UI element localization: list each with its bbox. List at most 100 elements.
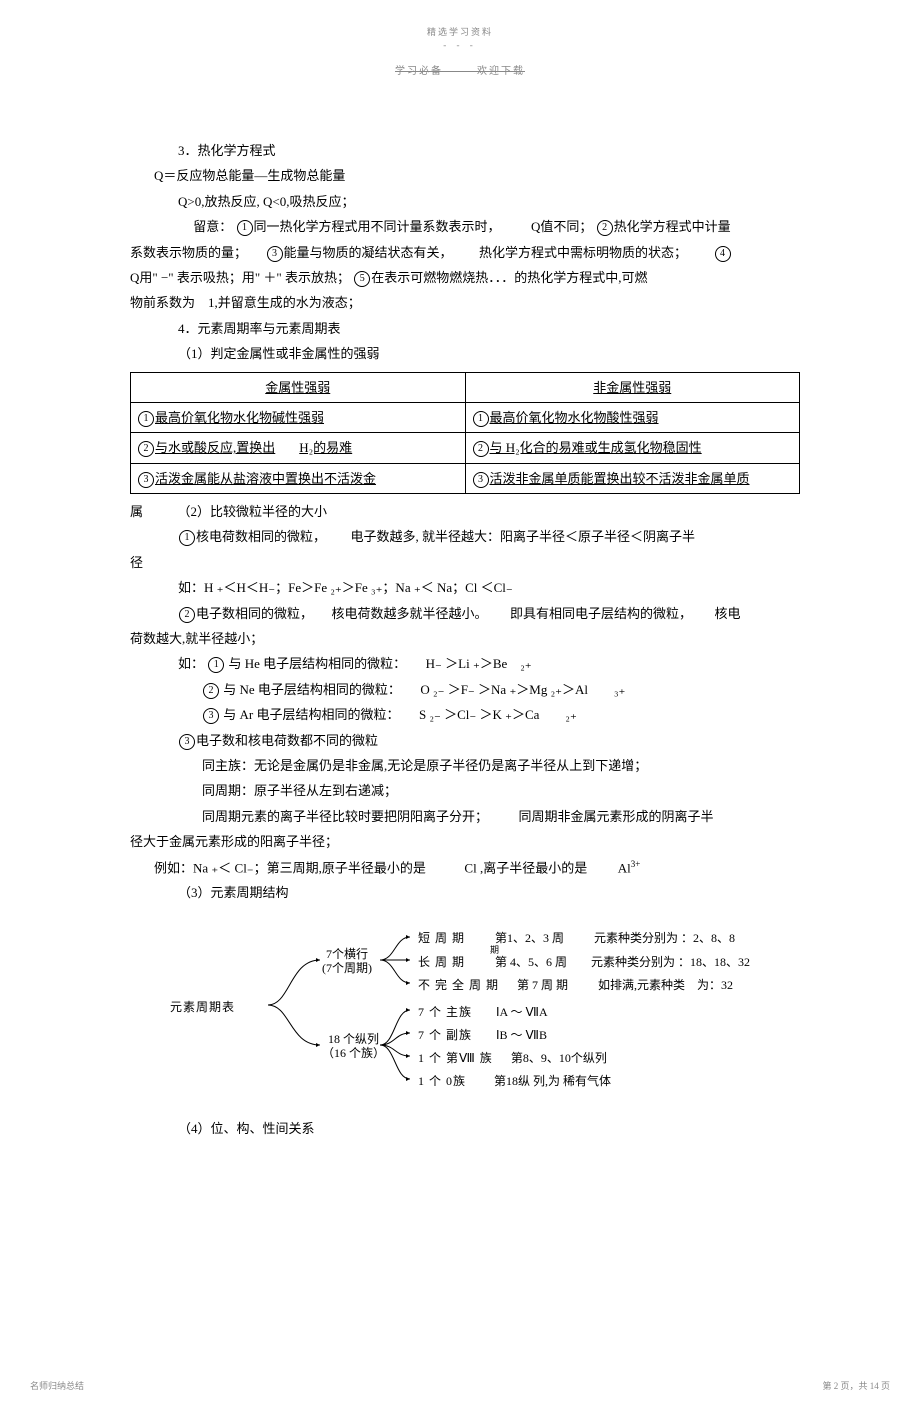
compare-2e: 荷数越大,就半径越小； bbox=[130, 627, 800, 650]
cell-1l: 1最高价氧化物水化物碱性强弱 bbox=[131, 402, 466, 432]
leaf-row: 1 个 第Ⅷ 族 第8、9、10个纵列 bbox=[418, 1048, 607, 1070]
leaf: 元素种类分别为 bbox=[594, 931, 678, 945]
table-header-right: 非金属性强弱 bbox=[465, 372, 800, 402]
leaf-row: 不 完 全 周 期 第 7 周 期 如排满,元素种类 为：32 bbox=[418, 975, 733, 997]
circled-1-icon: 1 bbox=[473, 411, 489, 427]
ex3a: 例如：Na ₊＜ Cl₋；第三周期,原子半径最小的是 bbox=[154, 860, 426, 875]
compare-3: 3电子数和核电荷数都不同的微粒 bbox=[178, 729, 800, 752]
compare-row: 属 （2）比较微粒半径的大小 bbox=[130, 500, 800, 523]
note-line2-b: 热化学方程式中需标明物质的状态； bbox=[479, 245, 687, 260]
cell-2l: 2与水或酸反应,置换出 H₂的易难 bbox=[131, 433, 466, 463]
circled-1-icon: 1 bbox=[237, 220, 253, 236]
header-dashes: - - - bbox=[0, 40, 920, 50]
circled-5-icon: 5 bbox=[354, 271, 370, 287]
circled-3-icon: 3 bbox=[473, 472, 489, 488]
circled-2-icon: 2 bbox=[203, 683, 219, 699]
compare-1: 1核电荷数相同的微粒， 电子数越多, 就半径越大：阳离子半径＜原子半径＜阴离子半 bbox=[178, 525, 800, 548]
compare-1c: 径 bbox=[130, 551, 800, 574]
c2c: 即具有相同电子层结构的微粒， bbox=[510, 606, 692, 621]
c1b: 电子数越多, 就半径越大：阳离子半径＜原子半径＜阴离子半 bbox=[351, 529, 696, 544]
cell-text: 与 H₂化合的易难或生成氢化物稳固性 bbox=[490, 440, 702, 455]
cell-2r: 2与 H₂化合的易难或生成氢化物稳固性 bbox=[465, 433, 800, 463]
circled-1-icon: 1 bbox=[138, 411, 154, 427]
compare-3e: 径大于金属元素形成的阳离子半径； bbox=[130, 830, 800, 853]
leaf: ⅠA ～ ⅦA bbox=[496, 1005, 548, 1019]
note-line-1: 留意： 1同一热化学方程式用不同计量系数表示时， Q值不同； 2热化学方程式中计… bbox=[178, 215, 800, 238]
circled-4-icon: 4 bbox=[715, 246, 731, 262]
compare-prefix: 属 bbox=[130, 504, 143, 519]
formula-q2: Q>0,放热反应, Q<0,吸热反应； bbox=[178, 190, 800, 213]
circled-3-icon: 3 bbox=[267, 246, 283, 262]
circled-2-icon: 2 bbox=[473, 441, 489, 457]
section-4-1: （1）判定金属性或非金属性的强弱 bbox=[178, 342, 800, 365]
leaf: 7 个 主族 bbox=[418, 1005, 472, 1019]
circled-1-icon: 1 bbox=[208, 657, 224, 673]
tree-root: 元素周期表 bbox=[170, 997, 235, 1019]
leaf: ⅠB ～ ⅦB bbox=[496, 1028, 547, 1042]
ex2-2-text: 与 Ne 电子层结构相同的微粒： O ₂₋ ＞F₋ ＞Na ₊＞Mg ₂₊＞Al… bbox=[223, 682, 625, 697]
note5: 在表示可燃物燃烧热．．．的热化学方程式中,可燃 bbox=[371, 270, 647, 285]
compare-3c-row: 同周期元素的离子半径比较时要把阴阳离子分开； 同周期非金属元素形成的阴离子半 bbox=[202, 805, 800, 828]
leaf-row: 7 个 主族 ⅠA ～ ⅦA bbox=[418, 1002, 548, 1024]
compare-2: 2电子数相同的微粒， 核电荷数越多就半径越小。 即具有相同电子层结构的微粒， 核… bbox=[178, 602, 800, 625]
leaf: 不 完 全 周 期 bbox=[418, 978, 499, 992]
main-content: 3．热化学方程式 Q＝反应物总能量—生成物总能量 Q>0,放热反应, Q<0,吸… bbox=[0, 77, 920, 1182]
table-row: 1最高价氧化物水化物碱性强弱 1最高价氧化物水化物酸性强弱 bbox=[131, 402, 800, 432]
section-3-title: 3．热化学方程式 bbox=[178, 139, 800, 162]
leaf: 第1、2、3 周 bbox=[495, 931, 564, 945]
formula-q: Q＝反应物总能量—生成物总能量 bbox=[154, 164, 800, 187]
leaf-row: 长 周 期 第 4、5、6 周 元素种类分别为 ：18、18、32 bbox=[418, 952, 750, 974]
properties-table: 金属性强弱 非金属性强弱 1最高价氧化物水化物碱性强弱 1最高价氧化物水化物酸性… bbox=[130, 372, 800, 495]
cell-text-b: H₂的易难 bbox=[299, 440, 352, 455]
section-4-2: （2）比较微粒半径的大小 bbox=[178, 504, 328, 519]
ex3b: Cl ,离子半径最小的是 bbox=[464, 860, 587, 875]
periodic-tree: 元素周期表 7个横行 (7个周期) 18 个纵列 （16 个族） 短 周 期 第… bbox=[170, 925, 800, 1085]
leaf: 1 个 0族 bbox=[418, 1074, 466, 1088]
cell-text-a: 与水或酸反应,置换出 bbox=[155, 440, 275, 455]
section-4-title: 4．元素周期率与元素周期表 bbox=[178, 317, 800, 340]
page-header: 精选学习资料 - - - 学习必备 - - - 欢迎下载 bbox=[0, 0, 920, 77]
note3: 能量与物质的凝结状态有关， bbox=[284, 245, 453, 260]
leaf: ：18、18、32 bbox=[678, 955, 750, 969]
branch-1-label: 7个横行 bbox=[322, 947, 372, 961]
note-prefix: 留意： bbox=[193, 219, 232, 234]
note-line-4: 物前系数为 1,并留意生成的水为液态； bbox=[130, 291, 800, 314]
leaf: 长 周 期 bbox=[418, 955, 465, 969]
cell-text: 最高价氧化物水化物碱性强弱 bbox=[155, 410, 324, 425]
leaf-row: 7 个 副族 ⅠB ～ ⅦB bbox=[418, 1025, 547, 1047]
ex2-pre: 如： bbox=[178, 656, 204, 671]
cell-text: 最高价氧化物水化物酸性强弱 bbox=[490, 410, 659, 425]
note2: 热化学方程式中计量 bbox=[614, 219, 731, 234]
c2b: 核电荷数越多就半径越小。 bbox=[332, 606, 488, 621]
note1: 同一热化学方程式用不同计量系数表示时， bbox=[254, 219, 501, 234]
circled-2-icon: 2 bbox=[597, 220, 613, 236]
section-4-3: （3）元素周期结构 bbox=[178, 881, 800, 904]
ex3sup: 3+ bbox=[631, 859, 641, 869]
note-line2-a: 系数表示物质的量； bbox=[130, 245, 247, 260]
compare-3a: 同主族：无论是金属仍是非金属,无论是原子半径仍是离子半径从上到下递增； bbox=[202, 754, 800, 777]
circled-2-icon: 2 bbox=[179, 607, 195, 623]
c3d: 同周期非金属元素形成的阴离子半 bbox=[519, 809, 714, 824]
leaf: ：2、8、8 bbox=[681, 931, 735, 945]
header-strike: 学习必备 - - - 欢迎下载 bbox=[0, 62, 920, 77]
example-1: 如：H ₊＜H＜H₋；Fe＞Fe ₂₊＞Fe ₃₊；Na ₊＜ Na；Cl ＜C… bbox=[178, 576, 800, 599]
footer-right: 第 2 页，共 14 页 bbox=[822, 1379, 890, 1392]
ex3c: Al bbox=[618, 860, 631, 875]
section-4-4: （4）位、构、性间关系 bbox=[178, 1117, 800, 1140]
leaf: 短 周 期 bbox=[418, 931, 465, 945]
leaf: 第 7 周 期 bbox=[517, 978, 568, 992]
compare-3b: 同周期：原子半径从左到右递减； bbox=[202, 779, 800, 802]
ex2-3-text: 与 Ar 电子层结构相同的微粒： S ₂₋ ＞Cl₋ ＞K ₊＞Ca ₂₊ bbox=[223, 707, 577, 722]
example-2-pre: 如： 1 与 He 电子层结构相同的微粒： H₋ ＞Li ₊＞Be ₂₊ bbox=[178, 652, 800, 675]
footer-left: 名师归纳总结 bbox=[30, 1379, 84, 1392]
table-row: 2与水或酸反应,置换出H₂的易难 2与 H₂化合的易难或生成氢化物稳固性 bbox=[131, 433, 800, 463]
circled-1-icon: 1 bbox=[179, 530, 195, 546]
branch-2-label: 18 个纵列 bbox=[322, 1032, 385, 1046]
circled-2-icon: 2 bbox=[138, 441, 154, 457]
ex2-1: 与 He 电子层结构相同的微粒： H₋ ＞Li ₊＞Be ₂₊ bbox=[229, 656, 532, 671]
cell-text: 活泼非金属单质能置换出较不活泼非金属单质 bbox=[490, 471, 750, 486]
cell-3l: 3活泼金属能从盐溶液中置换出不活泼金 bbox=[131, 463, 466, 493]
cell-3r: 3活泼非金属单质能置换出较不活泼非金属单质 bbox=[465, 463, 800, 493]
cell-text: 活泼金属能从盐溶液中置换出不活泼金 bbox=[155, 471, 376, 486]
leaf: 1 个 第Ⅷ 族 bbox=[418, 1051, 493, 1065]
